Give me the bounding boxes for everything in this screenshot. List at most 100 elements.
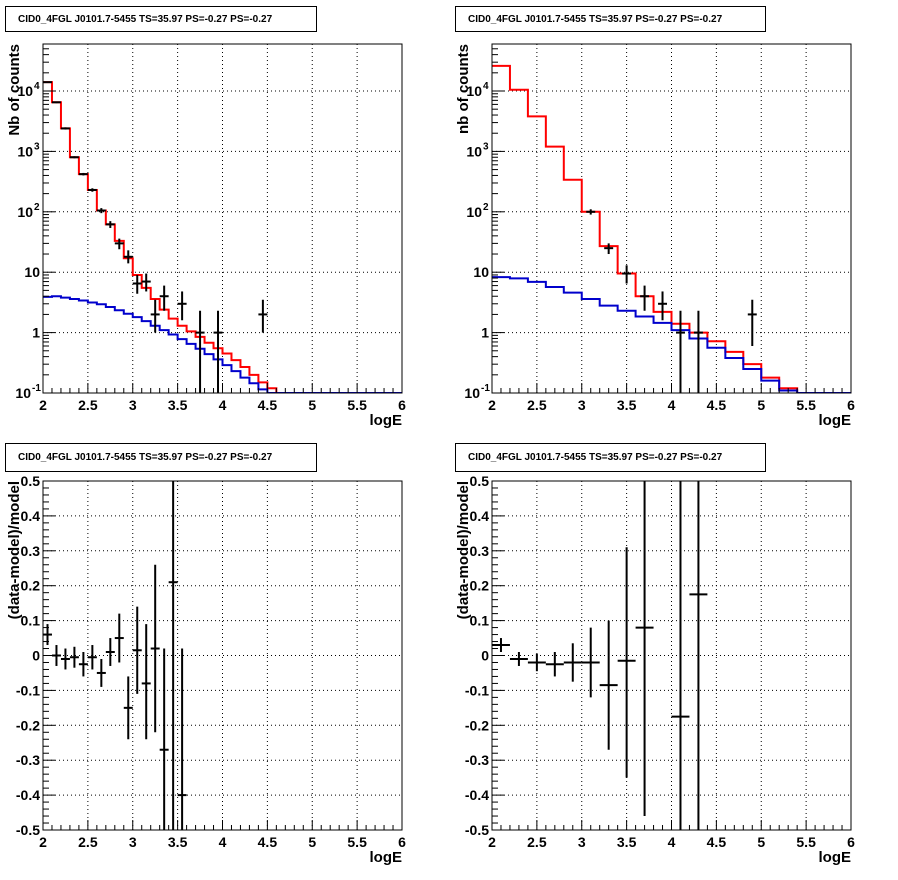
y-tick-label: 10 <box>24 264 40 280</box>
data-point <box>195 310 205 393</box>
x-tick-label: 3 <box>578 397 586 413</box>
y-tick-label: 0 <box>32 648 40 664</box>
data-point <box>78 172 88 176</box>
series-1-step-line <box>492 276 851 393</box>
y-tick-label: 1 <box>481 325 489 341</box>
y-tick-label: 0.4 <box>21 508 41 524</box>
y-ticks <box>492 480 504 831</box>
data-point <box>563 643 582 682</box>
x-tick-label: 4 <box>219 397 227 413</box>
x-tick-label: 5.5 <box>796 397 816 413</box>
y-tick-exponent: 2 <box>483 202 489 213</box>
y-tick-exponent: 4 <box>34 81 40 92</box>
y-tick-label: 10 <box>17 83 33 99</box>
data-point <box>747 299 757 346</box>
data-point <box>105 221 115 228</box>
x-tick-label: 3 <box>578 834 586 850</box>
y-axis-title: (data-model)/model <box>6 481 23 619</box>
panel-bottom-left: CID0_4FGL J0101.7-5455 TS=35.97 PS=-0.27… <box>0 437 449 875</box>
y-tick-label: -0.1 <box>16 682 40 698</box>
x-tick-label: 4 <box>219 834 227 850</box>
x-tick-label: 2 <box>39 397 47 413</box>
x-axis-title: logE <box>370 849 403 866</box>
x-tick-label: 2.5 <box>527 397 547 413</box>
y-tick-label: -0.1 <box>465 682 489 698</box>
data-point <box>213 310 223 393</box>
grid <box>492 44 851 393</box>
y-tick-label: 0.1 <box>21 613 41 629</box>
data-point <box>105 638 115 666</box>
data-point <box>586 209 596 215</box>
x-tick-label: 4.5 <box>258 397 278 413</box>
x-tick-label: 4 <box>668 397 676 413</box>
data-point <box>617 547 636 778</box>
data-point <box>509 652 528 666</box>
y-axis-title: nb of counts <box>455 44 472 134</box>
x-tick-label: 3.5 <box>168 397 188 413</box>
x-tick-label: 2 <box>488 397 496 413</box>
data-point <box>177 648 187 830</box>
x-tick-label: 3 <box>129 397 137 413</box>
data-point <box>159 648 169 830</box>
y-tick-label: 10 <box>17 204 33 220</box>
y-tick-exponent: -1 <box>481 383 490 394</box>
y-tick-label: -0.3 <box>465 752 489 768</box>
data-point <box>78 652 88 677</box>
x-tick-label: 5 <box>308 834 316 850</box>
y-tick-exponent: 2 <box>34 202 40 213</box>
y-axis-title: Nb of counts <box>6 44 23 136</box>
data-point <box>635 481 654 817</box>
y-tick-exponent: -1 <box>32 383 41 394</box>
plot-area <box>492 481 708 830</box>
data-point <box>492 638 510 653</box>
grid <box>43 481 402 830</box>
data-point <box>599 620 618 750</box>
y-tick-label: 0 <box>481 648 489 664</box>
plot-area <box>492 64 851 393</box>
data-point <box>141 273 151 292</box>
x-tick-label: 4.5 <box>258 834 278 850</box>
y-tick-label: -0.2 <box>465 717 489 733</box>
x-tick-label: 5 <box>308 397 316 413</box>
data-point <box>60 127 70 130</box>
x-ticks <box>491 820 852 830</box>
data-point <box>622 265 632 284</box>
x-tick-label: 4.5 <box>707 834 727 850</box>
data-point <box>114 238 124 250</box>
plot-title: CID0_4FGL J0101.7-5455 TS=35.97 PS=-0.27… <box>455 6 766 32</box>
series-1-step-line <box>43 295 402 393</box>
data-point <box>132 606 142 694</box>
y-tick-label: -0.4 <box>16 787 40 803</box>
y-tick-label: 10 <box>466 83 482 99</box>
data-point <box>545 652 564 677</box>
y-tick-exponent: 4 <box>483 81 489 92</box>
y-tick-label: 10 <box>17 143 33 159</box>
data-point <box>658 291 668 321</box>
y-ticks <box>43 480 55 831</box>
y-tick-label: -0.3 <box>16 752 40 768</box>
data-point <box>123 676 133 740</box>
data-point <box>604 243 614 255</box>
series-0-step-line <box>492 64 851 393</box>
y-tick-label: 0.2 <box>470 578 490 594</box>
x-ticks <box>491 383 852 393</box>
data-point <box>689 481 708 830</box>
y-tick-label: 0.3 <box>21 543 41 559</box>
panel-top-left: CID0_4FGL J0101.7-5455 TS=35.97 PS=-0.27… <box>0 0 449 437</box>
x-tick-label: 2.5 <box>78 397 98 413</box>
x-tick-label: 3.5 <box>617 834 637 850</box>
data-point <box>96 208 106 214</box>
data-point <box>114 613 124 663</box>
x-axis-title: logE <box>819 849 852 866</box>
x-ticks <box>42 383 403 393</box>
data-point <box>693 310 703 393</box>
y-ticks <box>492 43 504 394</box>
x-tick-label: 5 <box>757 397 765 413</box>
y-tick-label: -0.5 <box>16 822 40 838</box>
x-tick-label: 3.5 <box>168 834 188 850</box>
data-point <box>43 81 52 84</box>
x-tick-label: 6 <box>398 834 406 850</box>
plot-title: CID0_4FGL J0101.7-5455 TS=35.97 PS=-0.27… <box>5 6 317 32</box>
